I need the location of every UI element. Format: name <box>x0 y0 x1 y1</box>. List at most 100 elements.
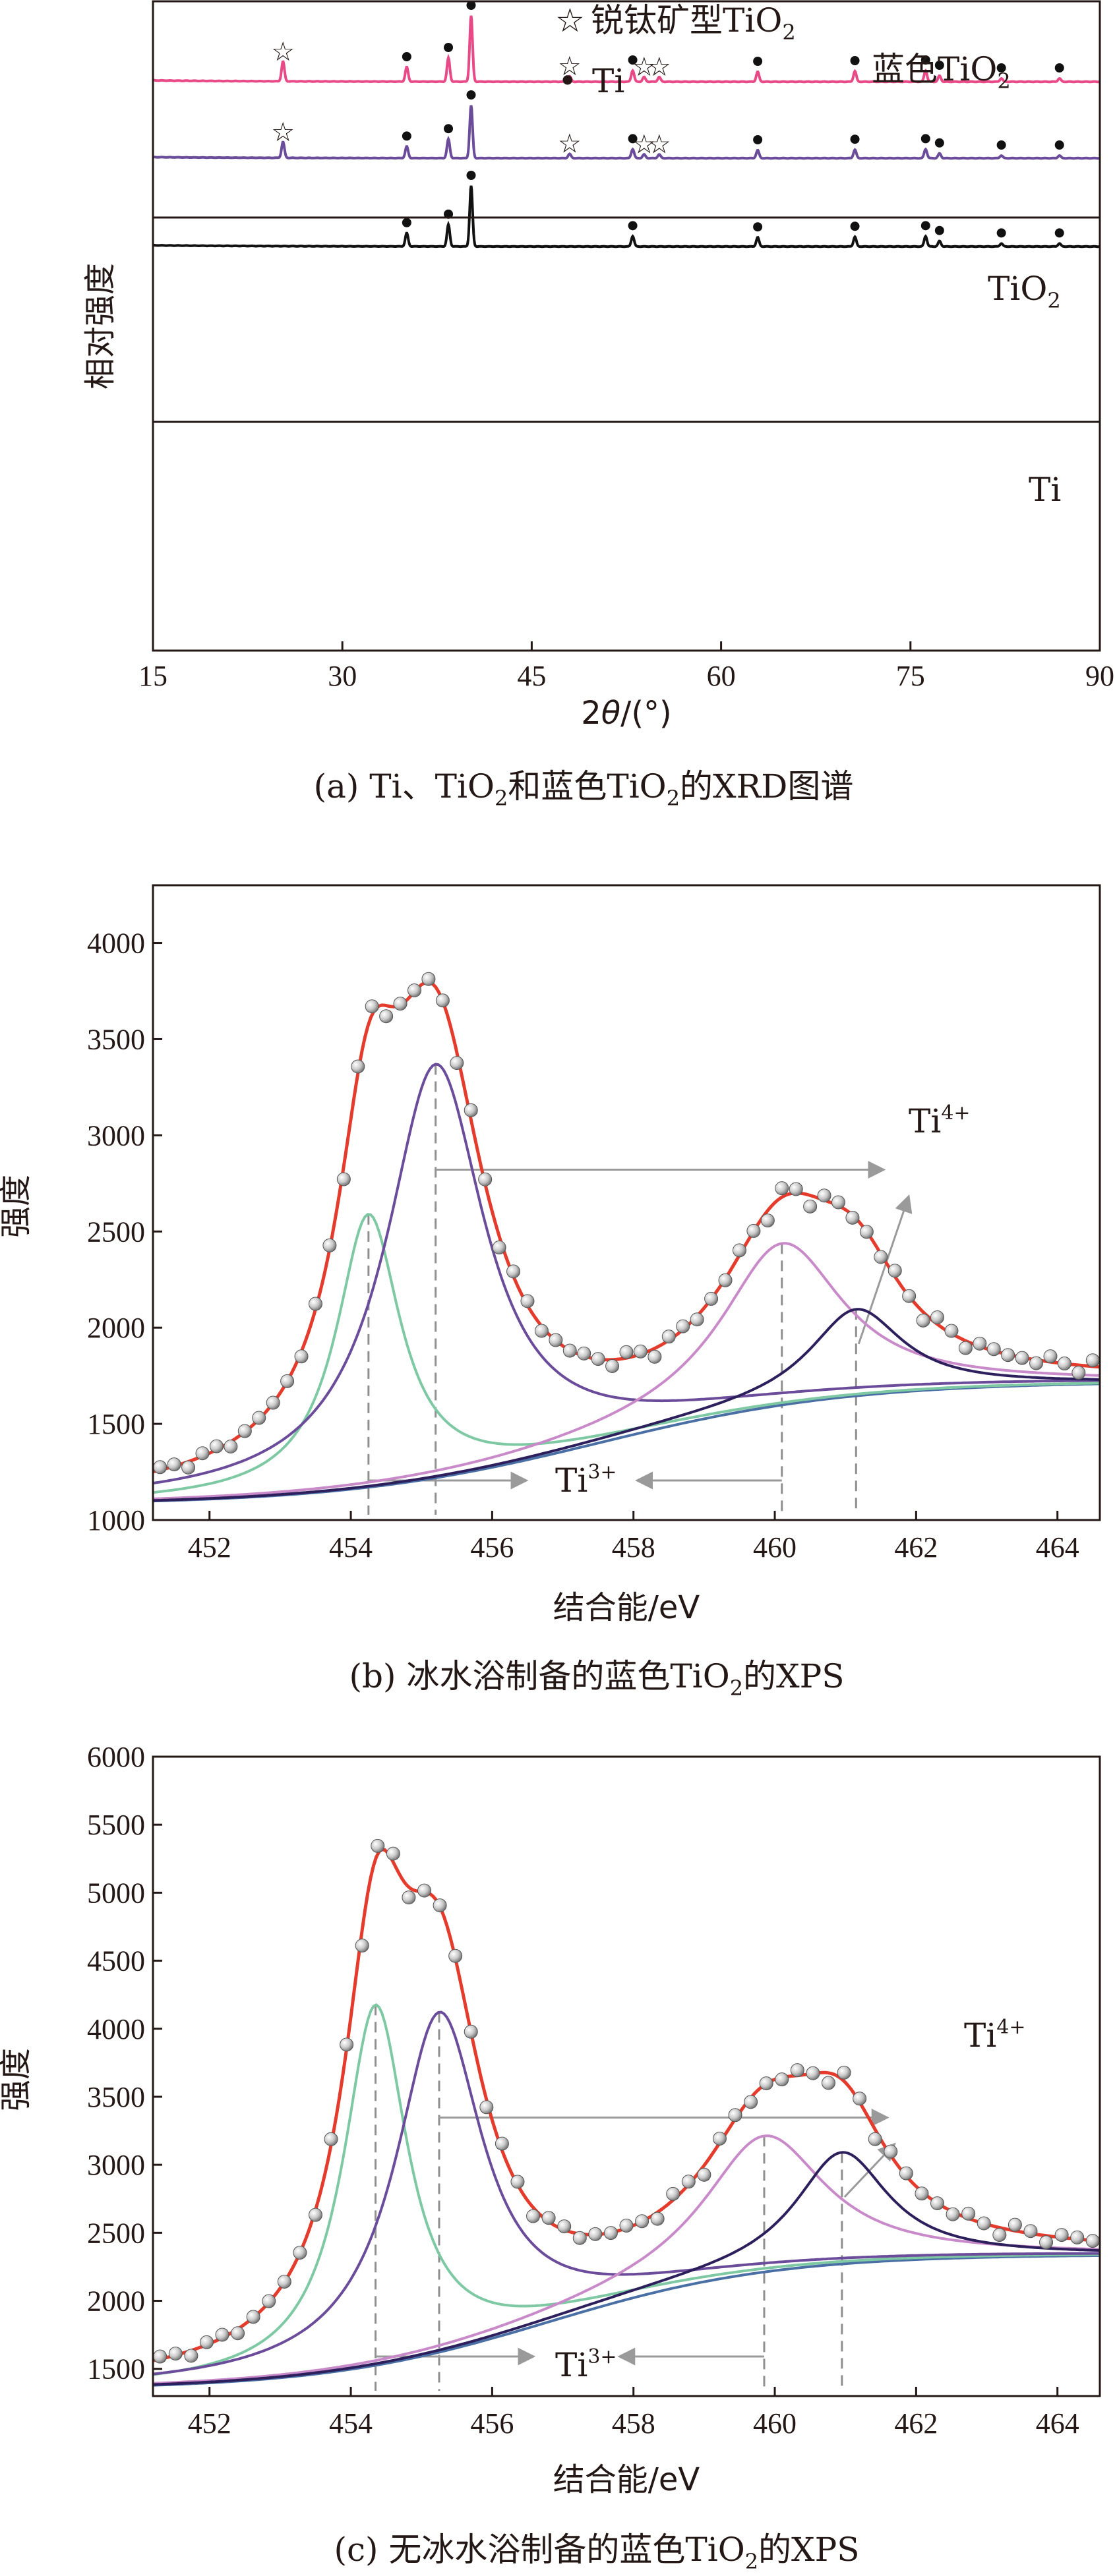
xrd-x-label: 2θ/(°) <box>581 695 672 732</box>
anatase-peak-marker: ☆ <box>271 117 295 148</box>
data-point <box>433 1898 447 1913</box>
ti-peak-marker <box>628 134 638 144</box>
xps-b-caption: (b) 冰水浴制备的蓝色TiO2的XPS <box>349 1657 844 1701</box>
data-point <box>803 1199 818 1214</box>
y-tick-label: 2000 <box>87 1312 145 1344</box>
data-point <box>902 1289 917 1303</box>
x-tick-label: 458 <box>612 1531 655 1564</box>
x-tick-label: 452 <box>188 1531 231 1564</box>
data-point <box>495 2136 509 2151</box>
anatase-peak-marker: ☆ <box>558 51 582 82</box>
data-point <box>541 2211 556 2225</box>
data-point <box>859 1225 874 1239</box>
data-point <box>153 1460 167 1475</box>
data-point <box>355 1939 369 1953</box>
data-point <box>448 1948 463 1963</box>
data-point <box>899 2166 913 2181</box>
data-point <box>246 2310 260 2324</box>
data-point <box>821 2076 835 2090</box>
data-point <box>1070 2230 1085 2244</box>
data-point <box>790 2063 804 2078</box>
y-tick-label: 4000 <box>87 927 145 960</box>
data-point <box>526 2209 541 2223</box>
data-point <box>712 2131 727 2146</box>
data-point <box>557 2219 572 2234</box>
y-tick-label: 3000 <box>87 2149 145 2181</box>
data-point <box>280 1374 295 1388</box>
data-point <box>775 1181 789 1196</box>
xrd-curves <box>153 15 1100 249</box>
data-point <box>224 1439 238 1453</box>
data-point <box>215 2327 229 2342</box>
ti-peak-marker <box>996 63 1006 73</box>
ti-peak-marker <box>996 228 1006 238</box>
x-tick-label: 458 <box>612 2407 655 2440</box>
data-point <box>1054 2228 1069 2242</box>
x-tick-label: 460 <box>753 1531 797 1564</box>
data-point <box>510 2175 525 2189</box>
data-point <box>1001 1348 1015 1362</box>
ti-peak-marker <box>920 134 930 144</box>
data-point <box>681 2175 696 2189</box>
xps-b-ti3-label: Ti3+ <box>555 1461 617 1500</box>
data-point <box>697 2167 711 2182</box>
xrd-peak-markers: ☆ ☆ ☆☆☆ ☆ ☆☆ <box>271 1 1064 238</box>
data-point <box>961 2206 976 2221</box>
legend-ti-label: Ti <box>592 62 624 100</box>
data-point <box>322 1238 337 1252</box>
data-point <box>591 1352 605 1366</box>
y-tick-label: 5500 <box>87 1809 145 1841</box>
component-Ti3-2p1-2 <box>152 1242 1100 1500</box>
data-point <box>633 1344 648 1359</box>
data-point <box>365 999 379 1014</box>
data-point <box>479 2100 494 2115</box>
data-point <box>340 2037 354 2052</box>
data-point <box>874 1250 888 1264</box>
data-point <box>853 2092 867 2106</box>
data-point <box>577 1346 591 1361</box>
anatase-peak-marker: ☆ <box>648 52 671 82</box>
data-point <box>666 2186 680 2201</box>
ti-peak-marker <box>920 221 930 231</box>
data-point <box>704 1291 719 1306</box>
data-point <box>386 1846 400 1861</box>
data-point <box>492 1241 506 1255</box>
x-tick-label: 452 <box>188 2407 231 2440</box>
ti-peak-marker <box>1054 228 1064 238</box>
y-tick-label: 2500 <box>87 1215 145 1248</box>
y-tick-label: 3500 <box>87 2081 145 2113</box>
ti-peak-marker <box>466 1 476 10</box>
y-tick-label: 6000 <box>87 1741 145 1773</box>
ti-peak-marker <box>850 134 860 144</box>
y-tick-label: 1000 <box>87 1504 145 1537</box>
data-point <box>760 1214 775 1228</box>
data-point <box>605 1359 620 1373</box>
data-point <box>648 1349 662 1364</box>
data-point <box>336 1172 351 1186</box>
data-point <box>195 1446 210 1461</box>
data-point <box>1015 1351 1029 1365</box>
data-point <box>759 2076 773 2091</box>
ti-peak-marker <box>466 90 476 100</box>
data-point <box>690 1312 704 1327</box>
xrd-tick-label: 75 <box>896 660 925 692</box>
data-point <box>845 1210 860 1225</box>
legend-anatase-symbol: ☆ <box>555 1 585 40</box>
data-point <box>1023 2224 1038 2239</box>
y-tick-label: 2000 <box>87 2285 145 2318</box>
data-point <box>944 1324 959 1338</box>
ti-peak-marker <box>628 55 638 65</box>
anatase-peak-marker: ☆ <box>558 129 582 160</box>
data-point <box>661 1330 676 1344</box>
data-point <box>209 1439 224 1453</box>
ti-peak-marker <box>934 225 944 235</box>
xrd-tick-label: 90 <box>1085 660 1114 692</box>
data-point <box>806 2066 820 2080</box>
data-point <box>888 1264 902 1278</box>
x-tick-label: 460 <box>753 2407 797 2440</box>
xrd-y-label: 相对强度 <box>82 263 119 390</box>
data-point <box>478 1172 493 1186</box>
component-Ti4-2p1-2 <box>152 1308 1100 1502</box>
data-point <box>417 1883 432 1898</box>
ti-peak-marker <box>1054 140 1064 150</box>
